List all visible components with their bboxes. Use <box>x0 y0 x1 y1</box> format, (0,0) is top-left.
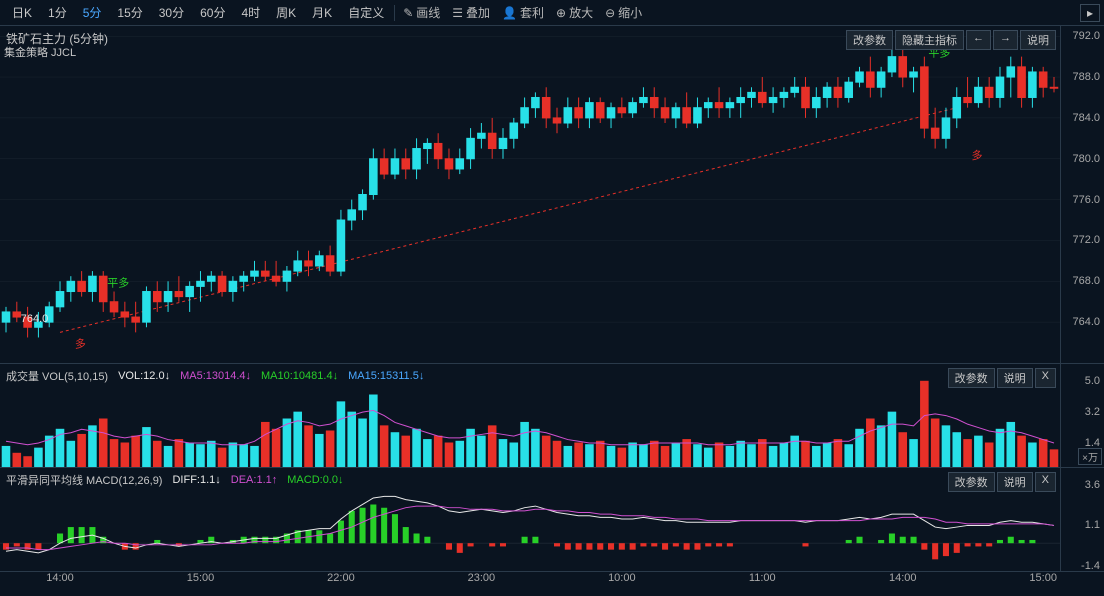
macd-dea-label: DEA:1.1↑ <box>231 474 277 486</box>
ytick: 784.0 <box>1072 112 1100 124</box>
ytick: 776.0 <box>1072 194 1100 206</box>
zoomin-button[interactable]: ⊕ 放大 <box>550 1 599 24</box>
macd-header: 平滑异同平均线 MACD(12,26,9) DIFF:1.1↓ DEA:1.1↑… <box>2 470 348 490</box>
macd-diff-label: DIFF:1.1↓ <box>172 474 220 486</box>
xtick: 14:00 <box>889 572 917 584</box>
macd-yaxis: -1.4 1.1 3.6 <box>1060 468 1104 571</box>
xtick: 22:00 <box>327 572 355 584</box>
vol-ma15-label: MA15:15311.5↓ <box>348 370 424 382</box>
timeframe-日K[interactable]: 日K <box>4 3 40 23</box>
draw-button[interactable]: ✎ 画线 <box>397 1 446 24</box>
ytick: 3.2 <box>1085 406 1100 418</box>
ytick: 792.0 <box>1072 30 1100 42</box>
vol-close-button[interactable]: X <box>1035 368 1056 388</box>
timeframe-toolbar: 日K1分5分15分30分60分4时周K月K自定义 ✎ 画线 ☰ 叠加 👤 套利 … <box>0 0 1104 26</box>
ytick: 788.0 <box>1072 71 1100 83</box>
volume-title: 成交量 VOL(5,10,15) <box>6 368 108 384</box>
xtick: 11:00 <box>749 572 776 584</box>
xtick: 23:00 <box>468 572 496 584</box>
vol-params-button[interactable]: 改参数 <box>948 368 995 388</box>
ytick: 5.0 <box>1085 375 1100 387</box>
ytick: 764.0 <box>1072 316 1100 328</box>
zoomin-label: 放大 <box>569 4 593 21</box>
help-button[interactable]: 说明 <box>1020 30 1056 50</box>
timeframe-月K[interactable]: 月K <box>304 3 340 23</box>
timeframe-4时[interactable]: 4时 <box>233 3 268 23</box>
macd-panel: 平滑异同平均线 MACD(12,26,9) DIFF:1.1↓ DEA:1.1↑… <box>0 468 1104 572</box>
macd-help-button[interactable]: 说明 <box>997 472 1033 492</box>
ytick: 768.0 <box>1072 275 1100 287</box>
vol-ma5-label: MA5:13014.4↓ <box>180 370 251 382</box>
ytick: 780.0 <box>1072 153 1100 165</box>
volume-yaxis: ×万 1.4 3.2 5.0 <box>1060 364 1104 467</box>
strategy-label: 集金策略 JJCL <box>4 44 76 60</box>
vol-help-button[interactable]: 说明 <box>997 368 1033 388</box>
ytick: -1.4 <box>1081 560 1100 572</box>
zoomout-label: 缩小 <box>618 4 642 21</box>
macd-actions: 改参数 说明 X <box>948 472 1056 492</box>
svg-text:多: 多 <box>972 148 983 162</box>
vol-ma10-label: MA10:10481.4↓ <box>261 370 338 382</box>
main-actions: 改参数 隐藏主指标 ← → 说明 <box>846 30 1056 50</box>
timeframe-5分[interactable]: 5分 <box>75 3 110 23</box>
svg-text:平多: 平多 <box>107 275 129 289</box>
ytick: 1.4 <box>1085 437 1100 449</box>
timeframe-自定义[interactable]: 自定义 <box>340 3 392 23</box>
more-button[interactable]: ▸ <box>1080 4 1100 22</box>
main-chart-area[interactable]: 764.0平多多791.0平多多 <box>0 26 1060 363</box>
xtick: 15:00 <box>187 572 215 584</box>
volume-panel: 成交量 VOL(5,10,15) VOL:12.0↓ MA5:13014.4↓ … <box>0 364 1104 468</box>
macd-macd-label: MACD:0.0↓ <box>287 474 343 486</box>
volume-header: 成交量 VOL(5,10,15) VOL:12.0↓ MA5:13014.4↓ … <box>2 366 428 386</box>
svg-text:764.0: 764.0 <box>21 313 48 325</box>
xtick: 15:00 <box>1029 572 1057 584</box>
zoomout-button[interactable]: ⊖ 缩小 <box>599 1 648 24</box>
prev-button[interactable]: ← <box>966 30 991 50</box>
overlay-label: 叠加 <box>466 4 490 21</box>
timeframe-60分[interactable]: 60分 <box>192 3 233 23</box>
xtick: 10:00 <box>608 572 636 584</box>
vol-label: VOL:12.0↓ <box>118 370 170 382</box>
params-button[interactable]: 改参数 <box>846 30 893 50</box>
ytick: 772.0 <box>1072 234 1100 246</box>
main-chart-panel: 铁矿石主力 (5分钟) 集金策略 JJCL 改参数 隐藏主指标 ← → 说明 7… <box>0 26 1104 364</box>
ytick: 1.1 <box>1085 519 1100 531</box>
arb-label: 套利 <box>520 4 544 21</box>
volume-actions: 改参数 说明 X <box>948 368 1056 388</box>
separator <box>394 5 395 21</box>
hide-indicator-button[interactable]: 隐藏主指标 <box>895 30 964 50</box>
draw-label: 画线 <box>416 4 440 21</box>
macd-close-button[interactable]: X <box>1035 472 1056 492</box>
timeframe-1分[interactable]: 1分 <box>40 3 75 23</box>
svg-text:多: 多 <box>75 337 86 351</box>
timeframe-周K[interactable]: 周K <box>268 3 304 23</box>
macd-params-button[interactable]: 改参数 <box>948 472 995 492</box>
xtick: 14:00 <box>46 572 74 584</box>
overlay-button[interactable]: ☰ 叠加 <box>446 1 496 24</box>
svg-text:791.0: 791.0 <box>928 26 955 29</box>
main-yaxis: 764.0 768.0 772.0 776.0 780.0 784.0 788.0 792.0 <box>1060 26 1104 363</box>
time-axis: 14:00 15:00 22:00 23:00 10:00 11:00 14:00 15:00 <box>0 572 1104 592</box>
arb-button[interactable]: 👤 套利 <box>496 1 550 24</box>
macd-title: 平滑异同平均线 MACD(12,26,9) <box>6 472 162 488</box>
timeframe-15分[interactable]: 15分 <box>109 3 150 23</box>
volume-unit[interactable]: ×万 <box>1078 448 1102 465</box>
timeframe-30分[interactable]: 30分 <box>151 3 192 23</box>
ytick: 3.6 <box>1085 479 1100 491</box>
next-button[interactable]: → <box>993 30 1018 50</box>
